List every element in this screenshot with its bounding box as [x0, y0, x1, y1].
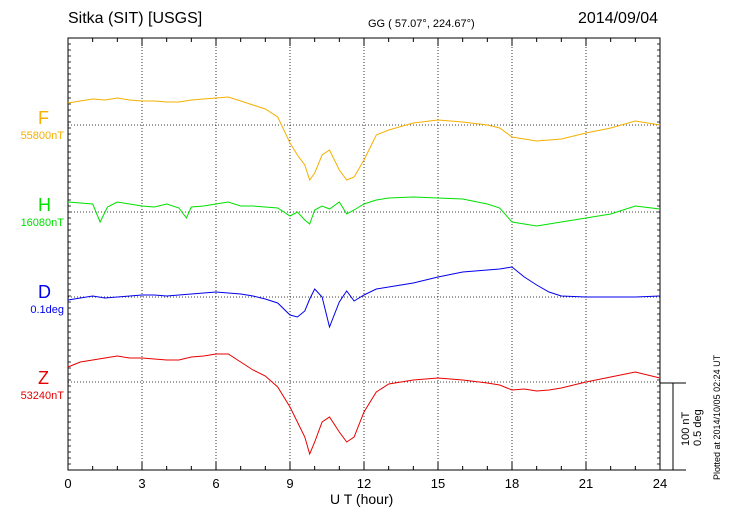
- channel-name-f: F: [38, 108, 49, 128]
- series-z-line: [67, 353, 661, 456]
- x-tick-label: 18: [505, 476, 519, 491]
- x-tick-label: 12: [357, 476, 371, 491]
- station-title: Sitka (SIT) [USGS]: [68, 10, 203, 27]
- channel-baseline-d: 0.1deg: [30, 304, 64, 316]
- plot-date: 2014/09/04: [578, 10, 659, 27]
- channel-name-d: D: [38, 282, 51, 302]
- channel-baseline-z: 53240nT: [20, 390, 64, 402]
- x-tick-label: 3: [138, 476, 145, 491]
- x-tick-label: 15: [431, 476, 445, 491]
- plotted-timestamp: Plotted at 2014/10/05 02:24 UT: [712, 354, 722, 480]
- x-tick-label: 0: [64, 476, 71, 491]
- scale-deg-label: 0.5 deg: [692, 409, 704, 446]
- channel-baseline-h: 16080nT: [20, 217, 64, 229]
- channel-baseline-f: 55800nT: [20, 130, 64, 142]
- scale-nt-label: 100 nT: [680, 411, 692, 446]
- series-h-line: [67, 196, 661, 227]
- x-tick-label: 6: [212, 476, 219, 491]
- x-tick-label: 9: [286, 476, 293, 491]
- channel-name-h: H: [38, 195, 51, 215]
- series-d-line: [67, 266, 661, 329]
- channel-name-z: Z: [38, 368, 49, 388]
- station-coordinates: GG ( 57.07°, 224.67°): [368, 18, 475, 30]
- x-tick-label: 24: [653, 476, 667, 491]
- x-axis-label: U T (hour): [330, 491, 394, 507]
- series-f-line: [67, 96, 661, 182]
- x-tick-label: 21: [579, 476, 593, 491]
